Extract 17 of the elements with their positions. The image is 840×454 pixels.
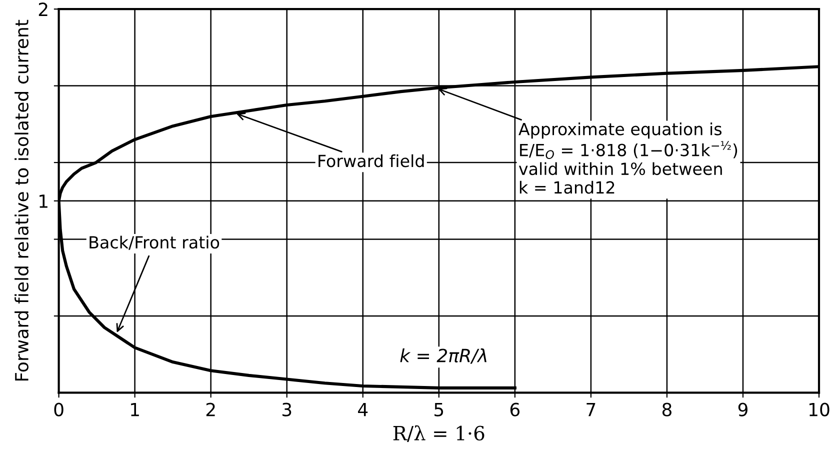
x-tick-label: 0 <box>54 402 64 416</box>
x-tick-label: 10 <box>809 402 830 416</box>
x-tick-label: 7 <box>586 402 596 416</box>
x-tick-label: 5 <box>434 402 444 416</box>
x-tick-label: 2 <box>206 402 215 416</box>
x-tick-label: 9 <box>738 402 748 416</box>
annotation: Forward field <box>318 154 424 168</box>
x-tick-label: 8 <box>662 402 672 416</box>
x-axis-title: R/λ = 1·6 <box>393 425 484 442</box>
annotation: k = 2πR/λ <box>400 348 486 364</box>
x-tick-label: 4 <box>358 402 368 416</box>
x-tick-label: 1 <box>131 402 139 416</box>
x-tick-label: 6 <box>510 402 520 416</box>
annotation: Back/Front ratio <box>90 236 220 250</box>
x-tick-label: 3 <box>282 402 292 416</box>
annotation: Approximate equation is E/E$_{O}$ = 1·818 (1−0·31k$^{−½}$) valid within 1% between k = 1and12 <box>518 122 738 194</box>
y-axis-title: Forward field relative to isolated current <box>14 20 29 381</box>
